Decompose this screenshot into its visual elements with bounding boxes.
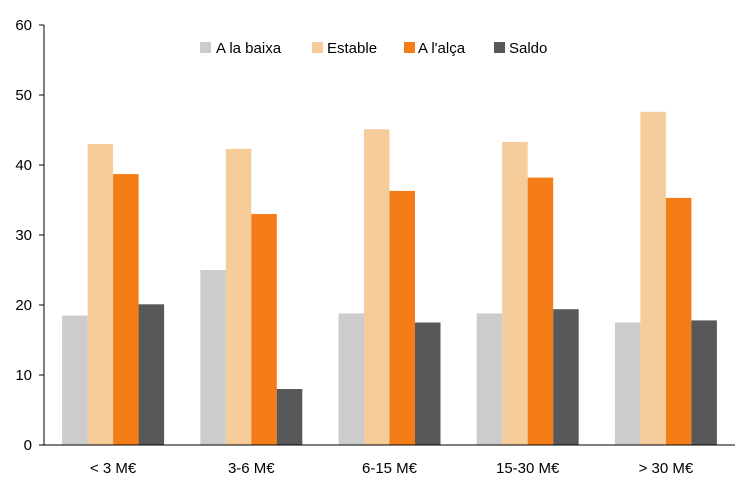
y-tick-label: 50	[15, 87, 32, 104]
bar-group	[614, 111, 717, 446]
bar-groups	[62, 111, 717, 446]
legend: A la baixa Estable A l'alça Saldo	[200, 40, 547, 57]
bar-a-l-al-a	[389, 190, 415, 445]
legend-swatch	[200, 42, 211, 53]
legend-item: Saldo	[494, 40, 547, 57]
bar-group	[476, 141, 579, 445]
bar-saldo	[691, 320, 717, 445]
bar-group	[338, 129, 441, 446]
bar-group	[62, 144, 165, 445]
bar-estable	[640, 111, 666, 446]
x-tick-label: > 30 M€	[639, 460, 694, 477]
bar-a-la-baixa	[614, 322, 641, 445]
x-tick-label: 3-6 M€	[228, 460, 275, 477]
legend-label: A l'alça	[418, 40, 466, 57]
bar-a-la-baixa	[476, 313, 503, 445]
legend-item: A l'alça	[404, 40, 466, 57]
bar-saldo	[276, 389, 303, 445]
bar-group	[200, 148, 303, 445]
bar-estable	[225, 148, 252, 445]
x-tick-label: 6-15 M€	[362, 460, 418, 477]
bar-a-l-al-a	[527, 177, 554, 445]
y-tick-label: 0	[24, 437, 32, 454]
bar-a-la-baixa	[62, 315, 88, 445]
bar-a-la-baixa	[200, 270, 226, 445]
y-axis-ticks: 0 10 20 30 40 50 60	[15, 17, 44, 454]
y-tick-label: 60	[15, 17, 32, 34]
y-tick-label: 10	[15, 367, 32, 384]
legend-label: Saldo	[509, 40, 547, 57]
bar-a-la-baixa	[338, 313, 364, 445]
legend-label: A la baixa	[216, 40, 282, 57]
y-tick-label: 30	[15, 227, 32, 244]
legend-swatch	[494, 42, 505, 53]
bar-a-l-al-a	[665, 197, 692, 445]
legend-swatch	[404, 42, 415, 53]
bar-saldo	[415, 322, 441, 445]
y-tick-label: 20	[15, 297, 32, 314]
legend-label: Estable	[327, 40, 377, 57]
legend-item: Estable	[312, 40, 377, 57]
bar-saldo	[138, 304, 165, 445]
bar-a-l-al-a	[251, 214, 277, 445]
y-tick-label: 40	[15, 157, 32, 174]
legend-item: A la baixa	[200, 40, 282, 57]
bar-estable	[87, 144, 114, 445]
x-axis-labels: < 3 M€ 3-6 M€ 6-15 M€ 15-30 M€ > 30 M€	[90, 460, 694, 477]
bar-estable	[502, 141, 528, 445]
x-tick-label: 15-30 M€	[496, 460, 560, 477]
x-tick-label: < 3 M€	[90, 460, 137, 477]
bar-estable	[364, 129, 390, 446]
legend-swatch	[312, 42, 323, 53]
bar-a-l-al-a	[113, 174, 139, 445]
bar-saldo	[553, 309, 579, 445]
